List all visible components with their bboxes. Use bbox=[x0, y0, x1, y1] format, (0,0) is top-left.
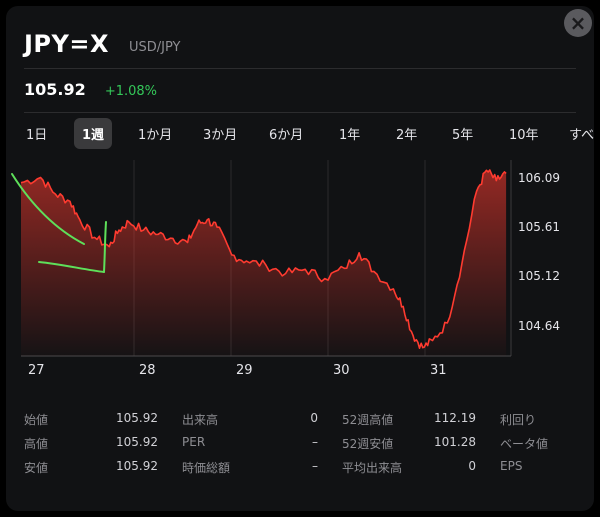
price-chart: 106.09 105.61 105.12 104.64 27 28 29 30 … bbox=[11, 160, 560, 378]
stock-detail-panel: JPY=X USD/JPY × 105.92 +1.08% 1日 1週 1か月 … bbox=[6, 6, 594, 511]
divider bbox=[24, 68, 576, 69]
x-tick-label: 29 bbox=[236, 363, 253, 378]
x-tick-label: 30 bbox=[333, 363, 350, 378]
stat-value-high: 105.92 bbox=[116, 435, 158, 449]
y-tick-label: 106.09 bbox=[518, 171, 560, 185]
stat-label-high: 高値 bbox=[24, 437, 49, 451]
hand-drawn-annotation bbox=[11, 173, 107, 273]
stat-label-yield: 利回り bbox=[500, 413, 537, 427]
stat-label-low: 安値 bbox=[24, 461, 49, 475]
tab-5y[interactable]: 5年 bbox=[452, 128, 474, 143]
stat-value-open: 105.92 bbox=[116, 411, 158, 425]
annotation-stroke bbox=[11, 173, 85, 245]
y-tick-label: 105.12 bbox=[518, 269, 560, 283]
price-line bbox=[20, 169, 507, 349]
tab-1m[interactable]: 1か月 bbox=[138, 128, 173, 143]
tab-6m[interactable]: 6か月 bbox=[269, 128, 304, 143]
range-tabs: 1日 1週 1か月 3か月 6か月 1年 2年 5年 10年 すべ bbox=[6, 116, 594, 150]
stat-label-avg-volume: 平均出来高 bbox=[342, 461, 403, 475]
x-tick-label: 27 bbox=[28, 363, 45, 378]
stat-value-low: 105.92 bbox=[116, 459, 158, 473]
current-price: 105.92 bbox=[24, 80, 86, 99]
annotation-stroke bbox=[38, 261, 105, 273]
tab-all[interactable]: すべ bbox=[569, 128, 594, 143]
symbol-title: JPY=X bbox=[24, 30, 110, 58]
y-tick-label: 104.64 bbox=[518, 319, 560, 333]
tab-2y[interactable]: 2年 bbox=[396, 128, 418, 143]
divider bbox=[24, 112, 576, 113]
close-button[interactable]: × bbox=[564, 9, 592, 37]
tab-1w[interactable]: 1週 bbox=[74, 118, 113, 149]
stat-value-52w-high: 112.19 bbox=[434, 411, 476, 425]
stats-grid: 始値 105.92 高値 105.92 安値 105.92 出来高 0 PER … bbox=[6, 406, 594, 486]
x-tick-label: 31 bbox=[430, 363, 447, 378]
stat-value-volume: 0 bbox=[310, 411, 318, 425]
stat-label-volume: 出来高 bbox=[182, 413, 219, 427]
annotation-stroke bbox=[103, 221, 107, 273]
price-change: +1.08% bbox=[104, 84, 158, 99]
stat-value-market-cap: – bbox=[312, 459, 318, 473]
tab-3m[interactable]: 3か月 bbox=[203, 128, 238, 143]
header: JPY=X USD/JPY bbox=[24, 30, 181, 60]
stat-label-52w-high: 52週高値 bbox=[342, 413, 394, 427]
tab-10y[interactable]: 10年 bbox=[509, 128, 539, 143]
close-icon: × bbox=[569, 11, 587, 35]
stat-label-market-cap: 時価総額 bbox=[182, 461, 231, 475]
stat-label-eps: EPS bbox=[500, 459, 523, 473]
tab-1d[interactable]: 1日 bbox=[26, 128, 48, 143]
stat-label-52w-low: 52週安値 bbox=[342, 437, 394, 451]
x-tick-label: 28 bbox=[139, 363, 156, 378]
y-axis-labels: 106.09 105.61 105.12 104.64 bbox=[518, 171, 560, 333]
tab-1y[interactable]: 1年 bbox=[339, 128, 361, 143]
stat-value-per: – bbox=[312, 435, 318, 449]
stat-label-per: PER bbox=[182, 435, 206, 449]
price-row: 105.92 +1.08% bbox=[24, 80, 157, 104]
x-axis-labels: 27 28 29 30 31 bbox=[28, 363, 447, 378]
stat-value-52w-low: 101.28 bbox=[434, 435, 476, 449]
currency-pair-label: USD/JPY bbox=[129, 40, 181, 55]
stat-label-beta: ベータ値 bbox=[500, 437, 549, 451]
stat-value-avg-volume: 0 bbox=[468, 459, 476, 473]
y-tick-label: 105.61 bbox=[518, 220, 560, 234]
stat-label-open: 始値 bbox=[24, 413, 49, 427]
price-area bbox=[21, 170, 507, 356]
